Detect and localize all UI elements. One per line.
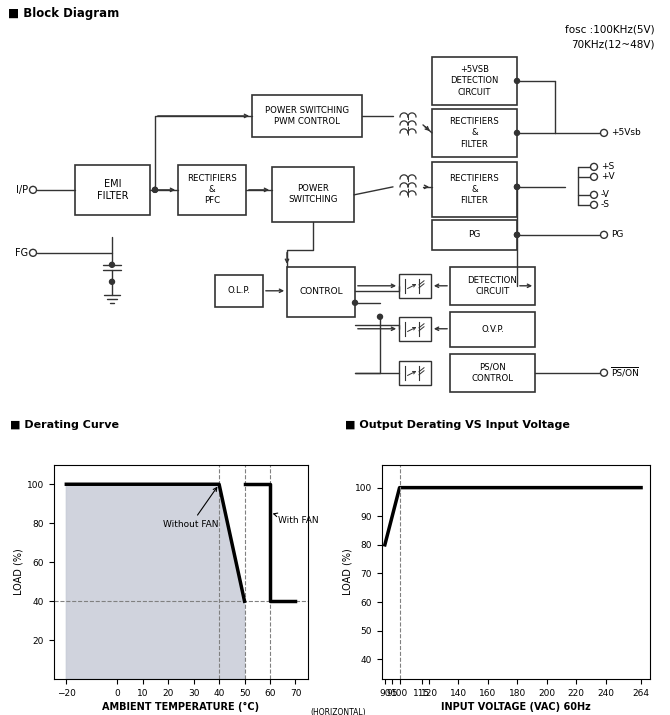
Text: PG: PG	[611, 230, 623, 240]
Circle shape	[515, 232, 519, 237]
Y-axis label: LOAD (%): LOAD (%)	[14, 548, 24, 596]
FancyBboxPatch shape	[432, 220, 517, 250]
Text: POWER SWITCHING
PWM CONTROL: POWER SWITCHING PWM CONTROL	[265, 106, 349, 126]
Text: fosc :100KHz(5V): fosc :100KHz(5V)	[565, 25, 655, 35]
FancyBboxPatch shape	[450, 267, 535, 305]
Text: Without FAN: Without FAN	[163, 488, 218, 529]
Text: -S: -S	[601, 200, 610, 209]
Text: POWER
SWITCHING: POWER SWITCHING	[288, 184, 338, 204]
Circle shape	[515, 184, 519, 189]
FancyBboxPatch shape	[432, 109, 517, 157]
FancyBboxPatch shape	[178, 165, 246, 214]
Text: PS/ON: PS/ON	[611, 368, 639, 378]
Circle shape	[515, 232, 519, 237]
Text: FG: FG	[15, 248, 29, 258]
FancyBboxPatch shape	[450, 312, 535, 347]
Text: (HORIZONTAL): (HORIZONTAL)	[311, 709, 366, 715]
Text: +V: +V	[601, 172, 614, 182]
FancyBboxPatch shape	[75, 165, 150, 214]
FancyBboxPatch shape	[432, 162, 517, 217]
Circle shape	[515, 184, 519, 189]
FancyBboxPatch shape	[399, 317, 431, 341]
Text: +5VSB
DETECTION
CIRCUIT: +5VSB DETECTION CIRCUIT	[450, 65, 498, 97]
Text: DETECTION
CIRCUIT: DETECTION CIRCUIT	[468, 276, 517, 296]
Text: With FAN: With FAN	[274, 513, 318, 526]
Text: EMI
FILTER: EMI FILTER	[96, 179, 128, 201]
Circle shape	[352, 300, 358, 305]
Circle shape	[109, 262, 115, 267]
Circle shape	[153, 187, 157, 192]
FancyBboxPatch shape	[287, 267, 355, 317]
Text: ■ Output Derating VS Input Voltage: ■ Output Derating VS Input Voltage	[345, 420, 570, 430]
FancyBboxPatch shape	[272, 167, 354, 222]
Text: PS/ON
CONTROL: PS/ON CONTROL	[472, 363, 513, 383]
Text: RECTIFIERS
&
FILTER: RECTIFIERS & FILTER	[450, 174, 499, 205]
FancyBboxPatch shape	[399, 274, 431, 297]
Circle shape	[109, 280, 115, 285]
Text: ■ Derating Curve: ■ Derating Curve	[10, 420, 119, 430]
Circle shape	[153, 187, 157, 192]
Text: -V: -V	[601, 190, 610, 199]
Text: RECTIFIERS
&
FILTER: RECTIFIERS & FILTER	[450, 117, 499, 149]
FancyBboxPatch shape	[399, 361, 431, 385]
Text: O.V.P.: O.V.P.	[481, 325, 504, 334]
FancyBboxPatch shape	[252, 95, 362, 137]
FancyBboxPatch shape	[215, 275, 263, 307]
X-axis label: INPUT VOLTAGE (VAC) 60Hz: INPUT VOLTAGE (VAC) 60Hz	[441, 702, 591, 712]
Text: 70KHz(12~48V): 70KHz(12~48V)	[572, 40, 655, 50]
Text: I/P: I/P	[16, 185, 28, 195]
FancyBboxPatch shape	[450, 354, 535, 392]
Circle shape	[377, 315, 383, 320]
Text: PG: PG	[468, 230, 480, 240]
FancyBboxPatch shape	[432, 57, 517, 105]
Text: CONTROL: CONTROL	[299, 287, 343, 296]
X-axis label: AMBIENT TEMPERATURE (°C): AMBIENT TEMPERATURE (°C)	[103, 702, 259, 712]
Circle shape	[515, 130, 519, 135]
Text: +5Vsb: +5Vsb	[611, 129, 641, 137]
Text: +S: +S	[601, 162, 614, 172]
Text: ■ Block Diagram: ■ Block Diagram	[8, 7, 119, 20]
Circle shape	[515, 79, 519, 84]
Text: O.L.P.: O.L.P.	[228, 286, 251, 295]
Y-axis label: LOAD (%): LOAD (%)	[342, 548, 352, 596]
Text: RECTIFIERS
&
PFC: RECTIFIERS & PFC	[187, 174, 237, 205]
Polygon shape	[66, 484, 245, 679]
